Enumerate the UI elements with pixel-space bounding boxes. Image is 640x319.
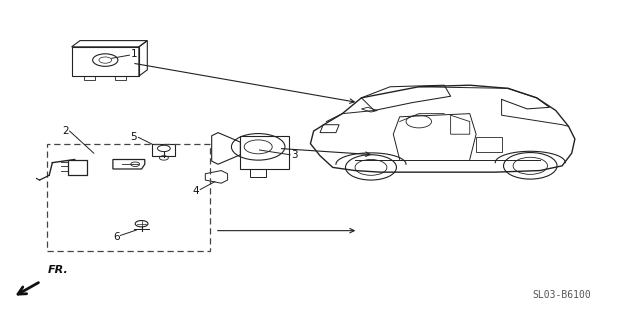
Text: 3: 3 bbox=[291, 150, 298, 160]
Text: 1: 1 bbox=[131, 48, 137, 59]
Text: 4: 4 bbox=[193, 186, 199, 196]
Text: 2: 2 bbox=[62, 126, 68, 136]
Bar bbox=[47, 144, 210, 251]
Text: 5: 5 bbox=[130, 132, 136, 142]
Text: FR.: FR. bbox=[47, 265, 68, 275]
Text: SL03-B6100: SL03-B6100 bbox=[532, 290, 591, 300]
Text: 6: 6 bbox=[113, 232, 120, 242]
